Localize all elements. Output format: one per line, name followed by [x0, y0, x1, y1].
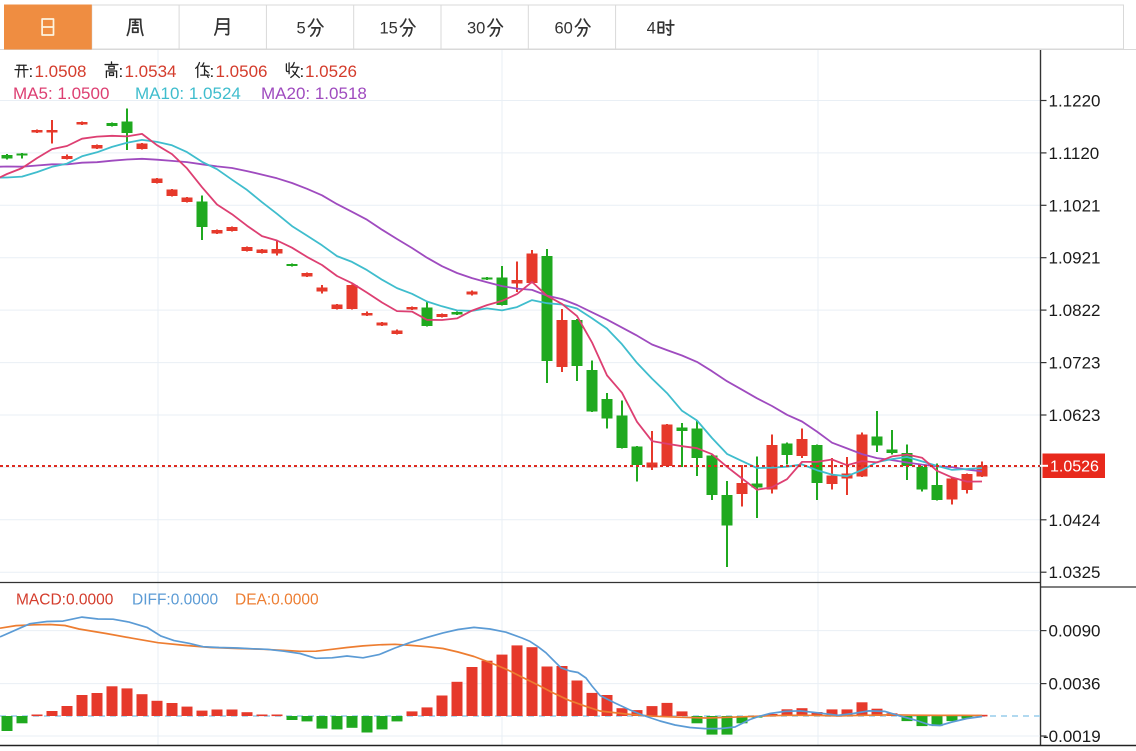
- svg-text:DEA:0.0000: DEA:0.0000: [235, 592, 319, 609]
- svg-text::: :: [29, 62, 34, 81]
- svg-text:1.0534: 1.0534: [125, 62, 177, 81]
- svg-text:MA5: 1.0500: MA5: 1.0500: [13, 84, 109, 103]
- svg-text:MA10: 1.0524: MA10: 1.0524: [135, 84, 241, 103]
- svg-text:0.0036: 0.0036: [1049, 675, 1101, 694]
- svg-text::: :: [119, 62, 124, 81]
- svg-text:1.1120: 1.1120: [1049, 144, 1100, 163]
- svg-text:1.0506: 1.0506: [216, 62, 268, 81]
- svg-text:1.0623: 1.0623: [1049, 406, 1101, 425]
- svg-text:1.0526: 1.0526: [305, 62, 357, 81]
- svg-text:1.0325: 1.0325: [1049, 563, 1101, 582]
- svg-text:1.0424: 1.0424: [1049, 511, 1101, 530]
- svg-text::: :: [210, 62, 215, 81]
- svg-text:60: 60: [555, 20, 573, 38]
- svg-text:-0.0019: -0.0019: [1043, 727, 1101, 746]
- svg-text:1.0508: 1.0508: [35, 62, 87, 81]
- svg-text:15: 15: [380, 20, 398, 38]
- svg-text:1.1220: 1.1220: [1049, 92, 1101, 111]
- svg-text:MACD:0.0000: MACD:0.0000: [16, 592, 114, 609]
- svg-text:1.0921: 1.0921: [1049, 249, 1101, 268]
- svg-text:MA20: 1.0518: MA20: 1.0518: [261, 84, 367, 103]
- svg-text:0.0090: 0.0090: [1049, 622, 1101, 641]
- svg-text:30: 30: [467, 20, 485, 38]
- svg-text:4: 4: [647, 20, 656, 38]
- svg-text:5: 5: [297, 20, 306, 38]
- svg-text:1.0526: 1.0526: [1050, 459, 1099, 476]
- svg-text:DIFF:0.0000: DIFF:0.0000: [132, 592, 219, 609]
- svg-text:1.0723: 1.0723: [1049, 354, 1101, 373]
- svg-text:1.0822: 1.0822: [1049, 301, 1101, 320]
- svg-text::: :: [300, 62, 305, 81]
- svg-text:1.1021: 1.1021: [1049, 196, 1101, 215]
